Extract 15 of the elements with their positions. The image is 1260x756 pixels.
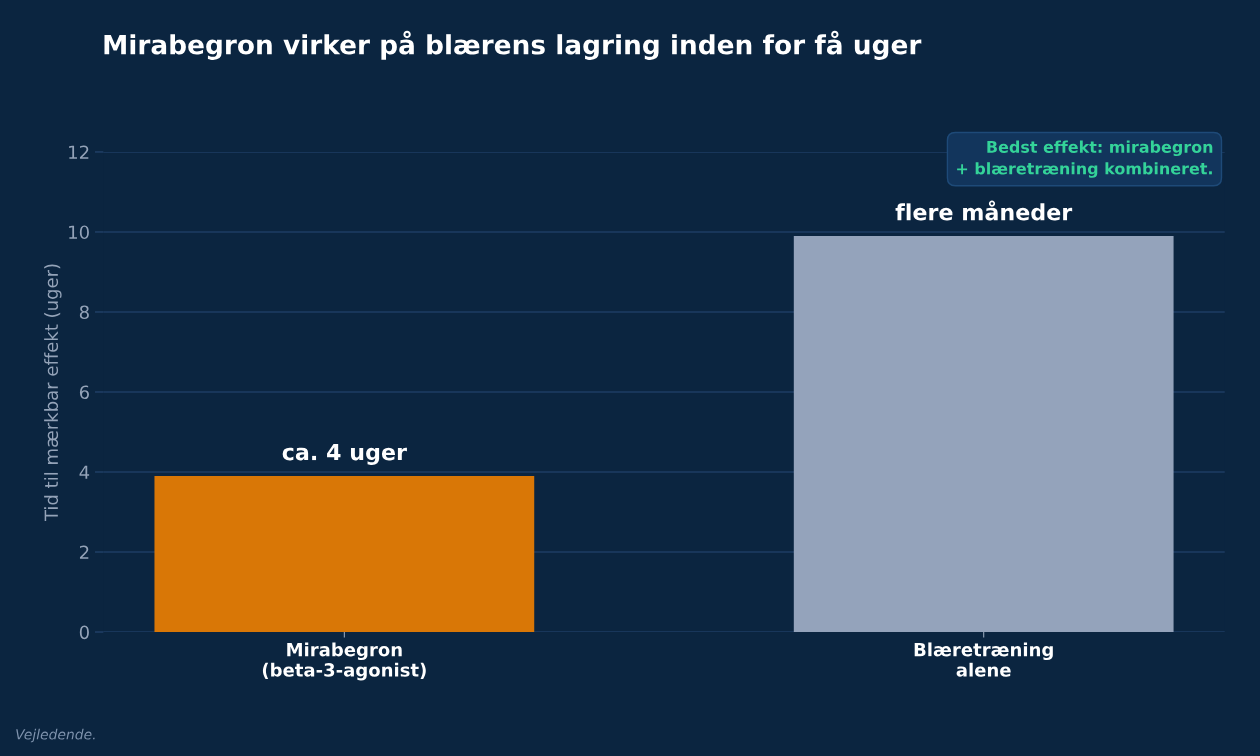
data-label: flere måneder [895,200,1073,221]
y-axis-title: Tid til mærkbar effekt (uger) [44,264,62,522]
y-tick-label: 2 [79,545,89,559]
x-tick-label: Blæretræning alene [914,642,1053,677]
annotation: Bedst effekt: mirabegron + blæretræning kombineret. [957,140,1213,178]
y-tick-label: 6 [79,385,89,400]
y-tick-label: 12 [69,145,89,159]
text: Vejledende. [16,728,95,743]
y-tick-label: 10 [69,225,89,240]
data-label: ca. 4 uger [282,443,407,465]
y-tick-label: 4 [79,465,90,479]
y-tick-label: 0 [79,625,89,640]
x-tick-label: Mirabegron (beta-3-agonist) [262,642,426,681]
chart-title: Mirabegron virker på blærens lagring inden for få uger [104,30,922,60]
y-tick-label: 8 [79,305,89,320]
